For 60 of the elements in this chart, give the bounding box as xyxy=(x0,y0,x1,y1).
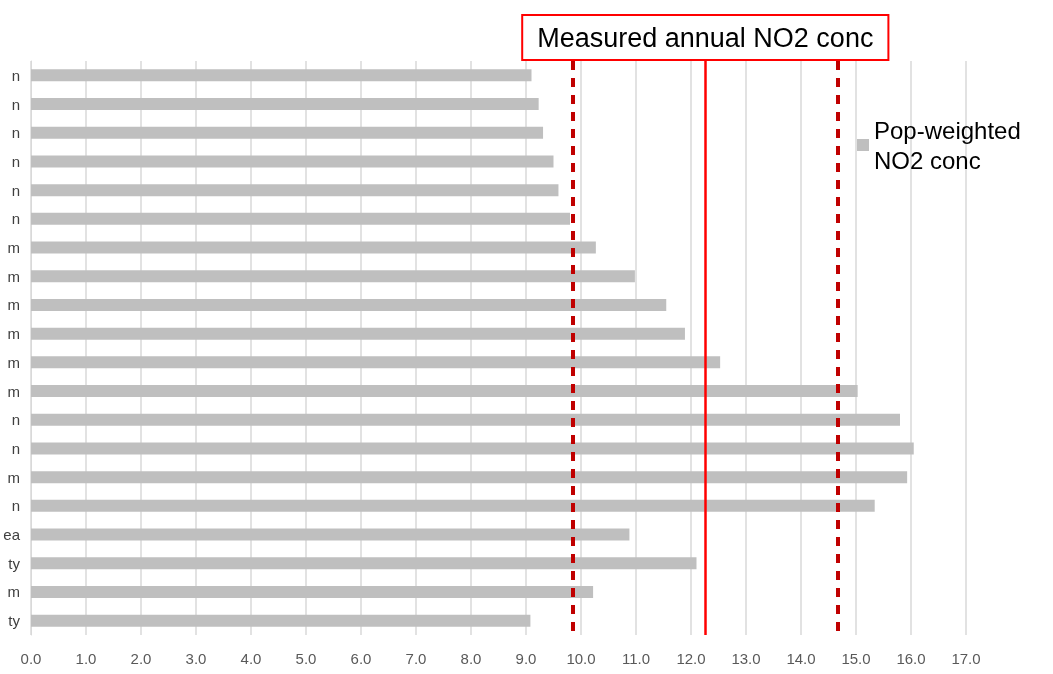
x-tick-label: 11.0 xyxy=(621,650,651,667)
bar xyxy=(31,471,908,484)
y-tick-label: m xyxy=(7,267,20,285)
bar xyxy=(31,499,875,512)
y-tick-label: n xyxy=(11,411,20,429)
bar xyxy=(31,155,554,168)
x-tick-label: 3.0 xyxy=(185,650,207,667)
x-tick-label: 10.0 xyxy=(566,650,596,667)
x-tick-label: 13.0 xyxy=(731,650,761,667)
y-tick-label: m xyxy=(7,382,20,400)
x-tick-label: 7.0 xyxy=(405,650,427,667)
bar xyxy=(31,413,900,426)
bar xyxy=(31,69,532,82)
y-tick-label: ea xyxy=(3,526,21,544)
y-tick-label: n xyxy=(11,210,20,228)
x-tick-label: 12.0 xyxy=(676,650,706,667)
y-tick-label: m xyxy=(7,296,20,314)
bar xyxy=(31,557,697,570)
ref-line-label: Measured annual NO2 conc xyxy=(537,22,874,53)
x-tick-label: 16.0 xyxy=(896,650,926,667)
bar xyxy=(31,327,685,340)
bar xyxy=(31,241,596,254)
y-tick-label: ty xyxy=(8,554,21,572)
y-tick-label: m xyxy=(7,583,20,601)
x-tick-label: 15.0 xyxy=(841,650,871,667)
bar xyxy=(31,212,570,225)
bar xyxy=(31,614,531,627)
bar xyxy=(31,385,858,398)
bar xyxy=(31,298,667,311)
x-tick-label: 4.0 xyxy=(240,650,262,667)
y-tick-label: n xyxy=(11,439,20,457)
x-tick-label: 2.0 xyxy=(130,650,152,667)
bar xyxy=(31,98,539,111)
y-tick-label: n xyxy=(11,95,20,113)
bar xyxy=(31,184,559,197)
y-tick-label: n xyxy=(11,497,20,515)
bar xyxy=(31,442,914,455)
bar xyxy=(31,528,630,541)
y-tick-label: m xyxy=(7,353,20,371)
y-tick-label: m xyxy=(7,468,20,486)
bar xyxy=(31,585,594,598)
y-tick-label: n xyxy=(11,124,20,142)
x-tick-label: 8.0 xyxy=(460,650,482,667)
legend-label: Pop-weighted NO2 conc xyxy=(874,116,1028,174)
x-tick-label: 14.0 xyxy=(786,650,816,667)
y-tick-label: ty xyxy=(8,612,21,630)
x-tick-label: 9.0 xyxy=(515,650,537,667)
y-tick-label: m xyxy=(7,239,20,257)
bar xyxy=(31,126,544,139)
bar xyxy=(31,270,635,283)
x-tick-label: 1.0 xyxy=(75,650,97,667)
y-tick-label: m xyxy=(7,325,20,343)
y-tick-label: n xyxy=(11,181,20,199)
x-tick-label: 6.0 xyxy=(350,650,372,667)
x-tick-label: 17.0 xyxy=(951,650,981,667)
x-tick-label: 5.0 xyxy=(295,650,317,667)
bar xyxy=(31,356,721,369)
y-tick-label: n xyxy=(11,152,20,170)
y-tick-label: n xyxy=(11,66,20,84)
x-tick-label: 0.0 xyxy=(20,650,42,667)
